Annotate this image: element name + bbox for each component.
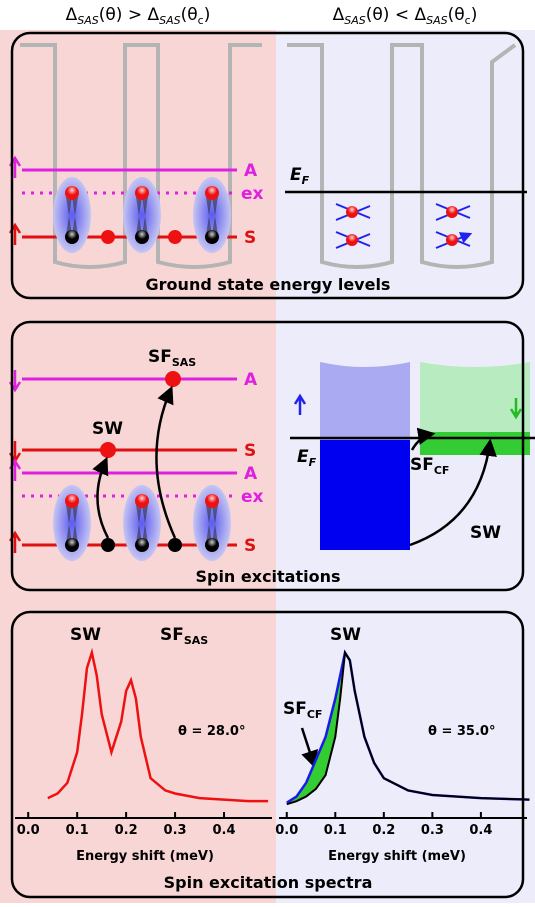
electron bbox=[346, 206, 358, 218]
x-axis-label: Energy shift (meV) bbox=[76, 849, 214, 864]
level-label: S bbox=[244, 228, 256, 248]
electron-pair bbox=[193, 177, 231, 253]
level-label: A bbox=[244, 464, 258, 484]
caption: Spin excitations bbox=[195, 567, 340, 586]
electron bbox=[101, 230, 115, 244]
x-tick-label: 0.1 bbox=[66, 823, 89, 838]
electron-pair bbox=[53, 485, 91, 561]
electron bbox=[446, 206, 458, 218]
electron-pair bbox=[193, 485, 231, 561]
x-tick-label: 0.1 bbox=[324, 823, 347, 838]
electron-pair bbox=[53, 177, 91, 253]
level-label: S bbox=[244, 441, 256, 461]
peak-label: SW bbox=[70, 625, 101, 645]
level-label: A bbox=[244, 370, 258, 390]
level-label: A bbox=[244, 161, 258, 181]
x-tick-label: 0.2 bbox=[372, 823, 395, 838]
electron-pair bbox=[123, 177, 161, 253]
band-up bbox=[320, 362, 410, 440]
level-label: ex bbox=[241, 184, 264, 204]
page: {"header": {"left": ["Δ", "SAS", "(θ) > … bbox=[0, 0, 535, 903]
electron bbox=[100, 442, 116, 458]
caption: Ground state energy levels bbox=[146, 275, 391, 294]
x-tick-label: 0.4 bbox=[213, 823, 236, 838]
figure: ΔSAS(θ) > ΔSAS(θc) ΔSAS(θ) < ΔSAS(θc) A … bbox=[0, 0, 535, 903]
peak-label: SW bbox=[330, 625, 361, 645]
x-tick-label: 0.0 bbox=[275, 823, 298, 838]
level-label: ex bbox=[241, 487, 264, 507]
electron bbox=[165, 371, 181, 387]
level-label: S bbox=[244, 536, 256, 556]
band-down-filled bbox=[420, 432, 530, 455]
sw-label: SW bbox=[92, 419, 123, 439]
band-down bbox=[420, 362, 530, 432]
header-left: ΔSAS(θ) > ΔSAS(θc) bbox=[66, 5, 211, 27]
electron bbox=[346, 234, 358, 246]
sw-label: SW bbox=[470, 523, 501, 543]
caption: Spin excitation spectra bbox=[164, 873, 373, 892]
x-tick-label: 0.2 bbox=[115, 823, 138, 838]
header-right: ΔSAS(θ) < ΔSAS(θc) bbox=[333, 5, 478, 27]
angle-label: θ = 28.0° bbox=[178, 724, 245, 739]
angle-label: θ = 35.0° bbox=[428, 724, 495, 739]
left-background bbox=[0, 30, 276, 903]
x-tick-label: 0.0 bbox=[17, 823, 40, 838]
electron bbox=[168, 230, 182, 244]
hole bbox=[101, 538, 115, 552]
electron-pair bbox=[123, 485, 161, 561]
electron bbox=[446, 234, 458, 246]
x-axis-label: Energy shift (meV) bbox=[328, 849, 466, 864]
x-tick-label: 0.3 bbox=[421, 823, 444, 838]
band-up-filled bbox=[320, 440, 410, 550]
hole bbox=[168, 538, 182, 552]
x-tick-label: 0.4 bbox=[469, 823, 492, 838]
x-tick-label: 0.3 bbox=[164, 823, 187, 838]
